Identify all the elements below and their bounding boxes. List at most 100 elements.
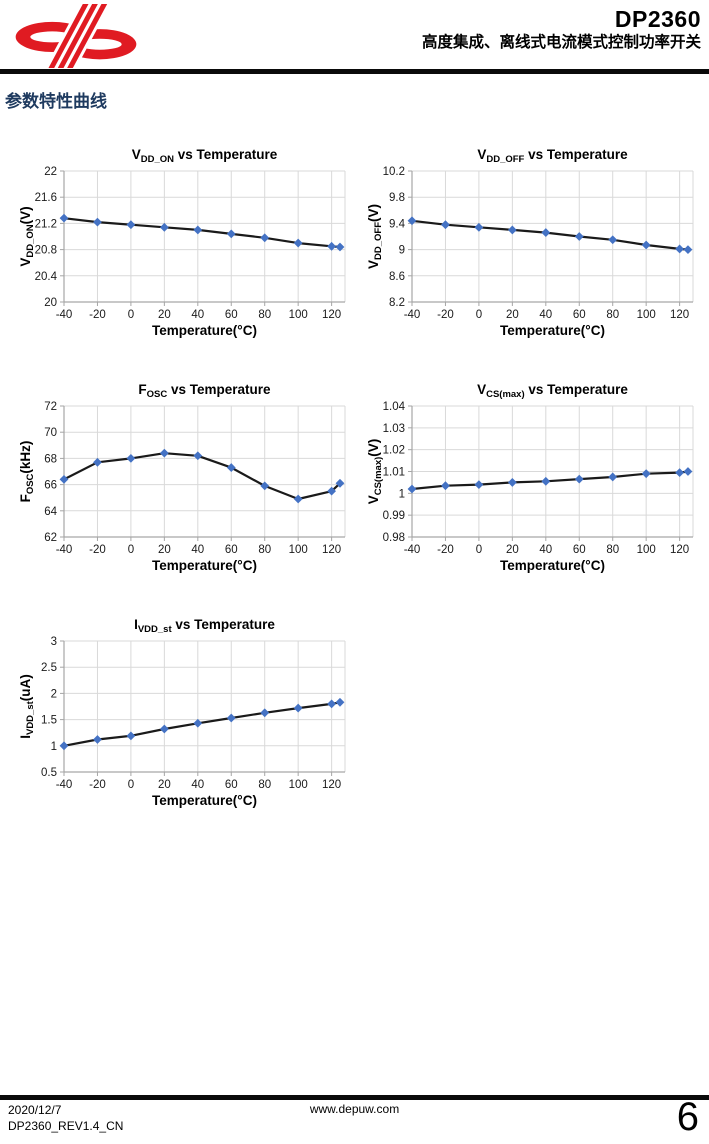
svg-text:20: 20 — [506, 309, 519, 321]
svg-text:60: 60 — [573, 309, 586, 321]
data-point-marker — [293, 494, 303, 504]
chart-vdd-off: 8.2 8.6 9 9.4 9.8 10.2 -40 -20 0 20 40 60 80 100 120 VD… — [366, 143, 702, 339]
line-chart: 0.5 1 1.5 2 2.5 3 -40 -20 0 20 40 60 80 100 120 IVDD_st… — [18, 617, 346, 808]
line-chart: 20 20.4 20.8 21.2 21.6 22 -40 -20 0 20 40 60 80 100 12… — [18, 147, 346, 338]
svg-text:0.99: 0.99 — [383, 510, 405, 522]
data-point-marker — [293, 238, 303, 248]
y-axis-title: VCS(max)(V) — [366, 439, 384, 505]
x-axis-title: Temperature(°C) — [500, 323, 605, 338]
svg-text:1.04: 1.04 — [383, 401, 406, 413]
svg-text:-20: -20 — [89, 544, 106, 556]
y-axis-title: VDD_ON(V) — [18, 206, 36, 266]
svg-text:20: 20 — [158, 779, 171, 791]
svg-text:40: 40 — [191, 779, 204, 791]
data-point-marker — [59, 474, 69, 484]
data-point-marker — [193, 451, 203, 461]
svg-text:9.4: 9.4 — [389, 218, 406, 230]
chart-title: FOSC vs Temperature — [138, 382, 271, 400]
svg-text:20: 20 — [158, 309, 171, 321]
series-line — [63, 217, 341, 249]
chart-title: VDD_OFF vs Temperature — [477, 147, 628, 165]
data-point-marker — [441, 481, 450, 491]
svg-text:72: 72 — [44, 401, 57, 413]
svg-text:120: 120 — [322, 309, 341, 321]
y-axis-title: IVDD_st(uA) — [18, 674, 36, 739]
data-point-marker — [641, 240, 651, 250]
svg-text:120: 120 — [322, 544, 341, 556]
data-point-marker — [474, 480, 484, 489]
svg-text:80: 80 — [258, 544, 271, 556]
data-point-marker — [683, 467, 693, 476]
data-point-marker — [93, 457, 102, 467]
footer-divider — [0, 1095, 709, 1100]
svg-text:80: 80 — [258, 779, 271, 791]
svg-text:80: 80 — [606, 544, 619, 556]
svg-text:8.2: 8.2 — [389, 297, 405, 309]
chart-vdd-on: 20 20.4 20.8 21.2 21.6 22 -40 -20 0 20 40 60 80 100 12… — [18, 143, 354, 339]
svg-text:8.6: 8.6 — [389, 271, 405, 283]
chart-ivdd-st: 0.5 1 1.5 2 2.5 3 -40 -20 0 20 40 60 80 100 120 IVDD_st… — [18, 613, 354, 809]
chart-fosc: 62 64 66 68 70 72 -40 -20 0 20 40 60 80 100 120 FOSC vs… — [18, 378, 354, 574]
svg-text:100: 100 — [637, 544, 656, 556]
svg-text:20: 20 — [44, 297, 57, 309]
svg-text:2.5: 2.5 — [41, 662, 57, 674]
data-point-marker — [59, 741, 69, 751]
svg-text:80: 80 — [258, 309, 271, 321]
data-point-marker — [407, 484, 417, 494]
svg-text:40: 40 — [539, 309, 552, 321]
data-point-marker — [293, 703, 303, 713]
svg-text:0: 0 — [128, 309, 134, 321]
svg-text:120: 120 — [322, 779, 341, 791]
svg-text:62: 62 — [44, 532, 57, 544]
x-axis-title: Temperature(°C) — [500, 558, 605, 573]
data-point-marker — [335, 697, 345, 707]
line-chart: 8.2 8.6 9 9.4 9.8 10.2 -40 -20 0 20 40 60 80 100 120 VD… — [366, 147, 694, 338]
data-point-marker — [159, 448, 169, 458]
svg-text:-40: -40 — [404, 544, 421, 556]
svg-text:0.5: 0.5 — [41, 767, 57, 779]
data-point-marker — [608, 235, 618, 245]
svg-text:70: 70 — [44, 427, 57, 439]
svg-text:20.8: 20.8 — [35, 245, 57, 257]
svg-text:100: 100 — [637, 309, 656, 321]
data-point-marker — [59, 213, 69, 223]
svg-text:20.4: 20.4 — [35, 271, 58, 283]
data-point-marker — [574, 232, 584, 241]
part-number: DP2360 — [614, 6, 701, 32]
data-point-marker — [159, 222, 169, 232]
data-point-marker — [574, 474, 584, 484]
data-point-marker — [226, 229, 236, 239]
svg-text:20: 20 — [158, 544, 171, 556]
data-point-marker — [507, 225, 517, 235]
svg-text:100: 100 — [289, 544, 308, 556]
data-point-marker — [159, 724, 169, 734]
data-point-marker — [126, 220, 136, 230]
data-point-marker — [260, 481, 270, 491]
series-line — [63, 701, 341, 747]
data-point-marker — [327, 699, 337, 709]
header-titles: DP2360 高度集成、离线式电流模式控制功率开关 — [422, 6, 701, 54]
footer-doc-id: DP2360_REV1.4_CN — [8, 1119, 124, 1133]
x-axis-title: Temperature(°C) — [152, 558, 257, 573]
svg-text:-40: -40 — [56, 309, 73, 321]
data-point-marker — [541, 228, 551, 237]
header-divider — [0, 69, 709, 74]
data-point-marker — [683, 245, 693, 254]
chart-vcs-max: 0.98 0.99 1 1.01 1.02 1.03 1.04 -40 -20 0 20 40 60 80… — [366, 378, 702, 574]
svg-text:60: 60 — [225, 779, 238, 791]
footer-website: www.depuw.com — [309, 1102, 400, 1116]
data-point-marker — [474, 222, 484, 232]
svg-text:66: 66 — [44, 480, 57, 492]
data-point-marker — [193, 718, 203, 728]
data-point-marker — [126, 454, 136, 463]
footer-date: 2020/12/7 — [8, 1103, 62, 1117]
series-line — [411, 219, 689, 251]
svg-text:80: 80 — [606, 309, 619, 321]
x-axis-title: Temperature(°C) — [152, 323, 257, 338]
section-title: 参数特性曲线 — [5, 92, 107, 111]
footer-left: 2020/12/7 DP2360_REV1.4_CN — [8, 1102, 123, 1134]
svg-text:120: 120 — [670, 309, 689, 321]
data-point-marker — [226, 463, 236, 472]
svg-text:1.02: 1.02 — [383, 445, 405, 457]
series-line — [411, 470, 689, 491]
